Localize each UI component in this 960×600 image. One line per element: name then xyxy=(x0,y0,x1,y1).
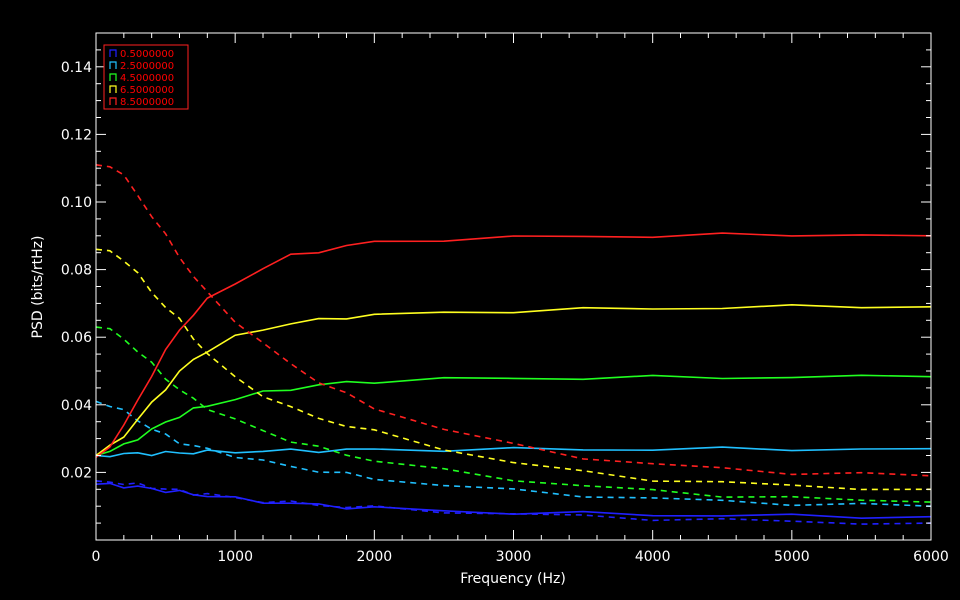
legend-box xyxy=(103,44,189,110)
series-layer xyxy=(95,164,932,525)
legend-symbol xyxy=(109,61,117,69)
x-tick-label: 2000 xyxy=(357,549,393,565)
legend-label: 2.5000000 xyxy=(120,61,174,72)
legend-symbol xyxy=(109,73,117,81)
legend-label: 4.5000000 xyxy=(120,73,174,84)
legend-symbol xyxy=(109,85,117,93)
series-line-0.5000000-solid xyxy=(95,482,932,520)
x-tick-label: 1000 xyxy=(217,549,253,565)
y-tick-label: 0.10 xyxy=(61,195,92,211)
y-tick-label: 0.06 xyxy=(61,330,92,346)
series-line-0.5000000-dashed xyxy=(95,480,932,525)
x-tick-label: 0 xyxy=(92,549,101,565)
series-line-2.5000000-dashed xyxy=(95,400,932,507)
series-line-6.5000000-dashed xyxy=(95,248,932,491)
series-line-8.5000000-solid xyxy=(95,232,932,458)
y-tick-label: 0.02 xyxy=(61,465,92,481)
x-tick-label: 6000 xyxy=(913,549,949,565)
x-tick-label: 3000 xyxy=(496,549,532,565)
series-line-6.5000000-solid xyxy=(95,303,932,457)
tick-labels: 0 1000 2000 3000 4000 5000 6000 0.02 0.04 0.06 0.0… xyxy=(61,60,949,565)
y-axis-title: PSD (bits/rtHz) xyxy=(30,236,46,339)
x-axis-title: Frequency (Hz) xyxy=(460,571,566,587)
legend-label: 0.5000000 xyxy=(120,49,174,60)
legend-label: 8.5000000 xyxy=(120,97,174,108)
ticks-layer xyxy=(95,33,932,540)
legend-label: 6.5000000 xyxy=(120,85,174,96)
legend-symbol xyxy=(109,97,117,105)
y-tick-label: 0.14 xyxy=(61,60,92,76)
legend-symbol xyxy=(109,49,117,57)
y-tick-label: 0.04 xyxy=(61,398,92,414)
series-line-2.5000000-solid xyxy=(95,446,932,458)
y-tick-label: 0.08 xyxy=(61,263,92,279)
series-line-8.5000000-dashed xyxy=(95,164,932,477)
legend: 0.50000002.50000004.50000006.50000008.50… xyxy=(103,44,189,110)
x-tick-label: 4000 xyxy=(635,549,671,565)
y-tick-label: 0.12 xyxy=(61,127,92,143)
x-tick-label: 5000 xyxy=(774,549,810,565)
series-line-4.5000000-dashed xyxy=(95,326,932,503)
series-line-4.5000000-solid xyxy=(95,374,932,457)
